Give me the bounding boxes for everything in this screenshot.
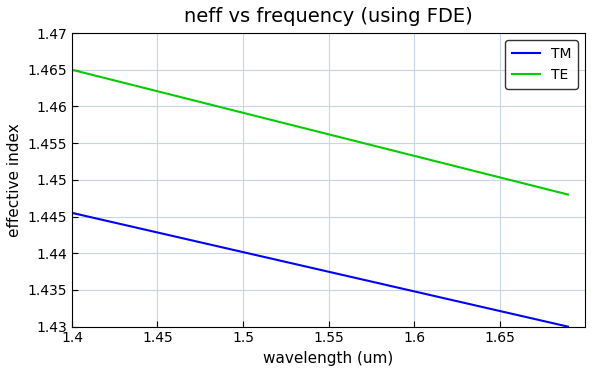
Title: neff vs frequency (using FDE): neff vs frequency (using FDE) [184,7,473,26]
Legend: TM, TE: TM, TE [505,40,578,89]
Y-axis label: effective index: effective index [7,123,22,237]
X-axis label: wavelength (um): wavelength (um) [263,351,394,366]
